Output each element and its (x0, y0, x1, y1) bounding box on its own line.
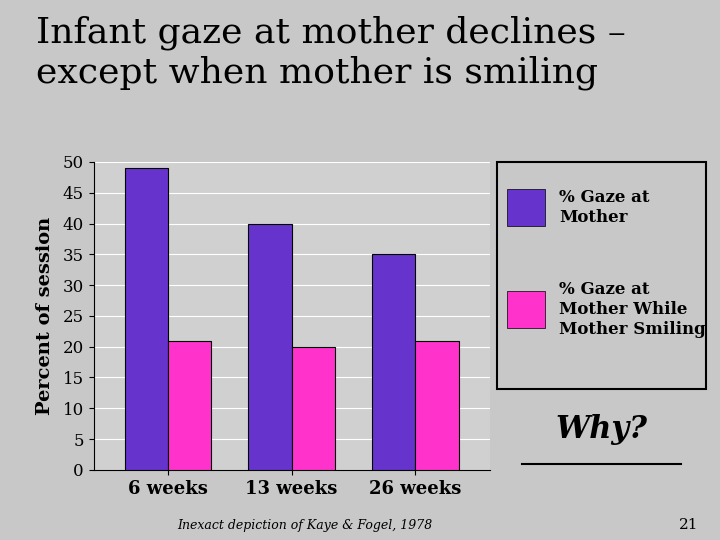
Bar (415, 341, 459, 470)
FancyBboxPatch shape (507, 189, 545, 226)
Bar (168, 341, 211, 470)
Y-axis label: Percent of session: Percent of session (36, 217, 54, 415)
Bar (292, 347, 335, 470)
FancyBboxPatch shape (507, 291, 545, 328)
Text: Infant gaze at mother declines –
except when mother is smiling: Infant gaze at mother declines – except … (36, 15, 626, 90)
Bar (248, 224, 292, 470)
Text: Why?: Why? (555, 414, 647, 446)
Bar (125, 168, 168, 470)
Text: % Gaze at
Mother While
Mother Smiling: % Gaze at Mother While Mother Smiling (559, 281, 706, 338)
Bar (372, 254, 415, 470)
Text: % Gaze at
Mother: % Gaze at Mother (559, 189, 650, 226)
Text: 21: 21 (679, 518, 698, 532)
Text: Inexact depiction of Kaye & Fogel, 1978: Inexact depiction of Kaye & Fogel, 1978 (176, 519, 432, 532)
